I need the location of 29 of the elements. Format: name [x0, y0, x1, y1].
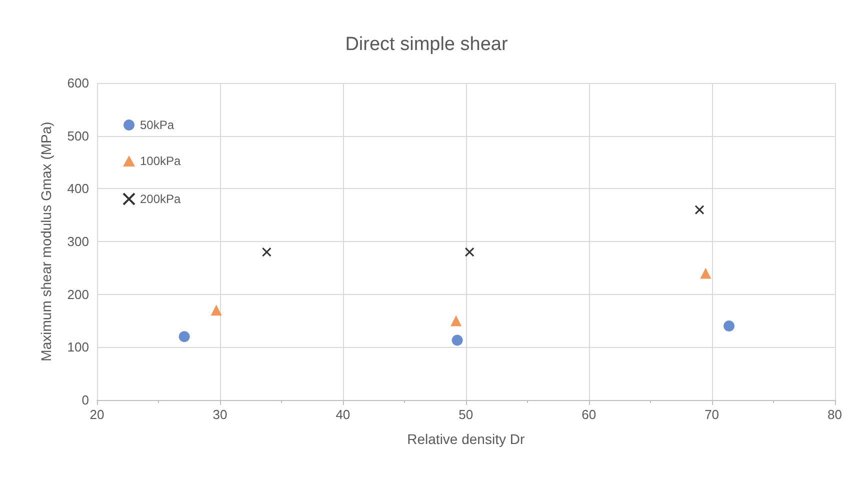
y-tick-label: 200 — [67, 286, 89, 302]
point — [262, 247, 272, 257]
legend-label: 200kPa — [140, 192, 182, 206]
point — [178, 331, 190, 342]
point — [450, 315, 462, 326]
x-tick-label: 20 — [90, 407, 104, 422]
y-axis-title: Maximum shear modulus Gmax (MPa) — [38, 122, 54, 362]
x-tick-label: 80 — [828, 407, 842, 422]
chart-title: Direct simple shear — [345, 34, 508, 55]
x-tick-label: 50 — [458, 407, 474, 422]
legend-label: 50kPa — [140, 118, 174, 132]
point — [700, 268, 712, 279]
y-tick-label: 0 — [82, 392, 89, 408]
point — [724, 320, 735, 332]
y-tick-label: 300 — [67, 234, 89, 249]
x-axis-title: Relative density Dr — [407, 431, 525, 447]
point — [210, 304, 222, 316]
y-tick-label: 600 — [67, 76, 89, 90]
x-tick-label: 70 — [704, 407, 720, 422]
legend-label: 100kPa — [140, 154, 182, 168]
point — [694, 205, 704, 215]
point — [452, 334, 463, 346]
y-tick-label: 400 — [67, 181, 89, 196]
point — [464, 247, 474, 257]
y-tick-label: 500 — [67, 128, 89, 144]
x-tick-label: 30 — [212, 407, 228, 422]
x-tick-label: 60 — [582, 407, 596, 422]
y-tick-label: 100 — [67, 340, 89, 355]
x-tick-label: 40 — [336, 407, 350, 422]
